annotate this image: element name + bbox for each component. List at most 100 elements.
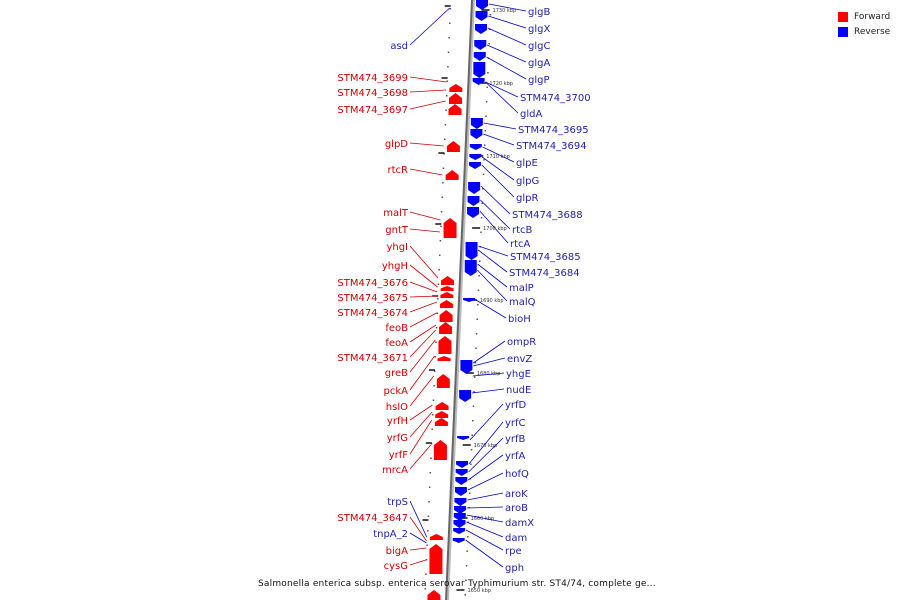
minor-tick — [478, 260, 481, 262]
forward-gene-feature — [437, 356, 451, 361]
tick-label: 1700 kbp — [483, 226, 507, 232]
minor-tick — [487, 72, 489, 74]
minor-tick — [480, 217, 483, 219]
forward-gene-feature — [427, 590, 441, 600]
reverse-gene-feature — [469, 154, 482, 160]
forward-gene-feature — [429, 544, 443, 574]
minor-tick — [465, 579, 467, 581]
leader-line — [486, 56, 527, 80]
minor-tick — [488, 43, 490, 45]
leader-line — [466, 521, 504, 538]
forward-gene-label: yrfH — [387, 416, 408, 427]
leader-line — [477, 249, 508, 273]
reverse-gene-label: yrfB — [505, 434, 526, 445]
leader-line — [409, 339, 436, 373]
leader-line — [468, 437, 504, 473]
minor-tick — [445, 95, 448, 97]
reverse-gene-feature — [452, 538, 465, 543]
leader-line — [409, 168, 443, 176]
forward-gene-label: mrcA — [382, 465, 408, 476]
reverse-gene-label: gldA — [520, 109, 542, 120]
reverse-gene-feature — [474, 40, 487, 50]
minor-tick — [427, 515, 430, 517]
leader-line — [409, 547, 427, 551]
legend-item-forward: Forward — [838, 9, 890, 24]
leader-line — [467, 492, 504, 501]
minor-tick — [446, 80, 449, 82]
reverse-gene-feature — [463, 298, 476, 302]
reverse-gene-label: yrfA — [505, 451, 526, 462]
minor-tick — [437, 283, 440, 285]
minor-tick — [475, 333, 478, 335]
reverse-gene-feature — [453, 528, 466, 534]
forward-gene-label: STM474_3671 — [337, 353, 408, 364]
reverse-gene-label: damX — [505, 518, 534, 529]
reverse-gene-label: malQ — [509, 297, 536, 308]
minor-tick — [437, 298, 439, 300]
forward-gene-feature — [440, 292, 454, 298]
leader-line — [475, 299, 507, 319]
reverse-gene-label: STM474_3685 — [510, 252, 581, 263]
forward-gene-label: STM474_3674 — [337, 308, 408, 319]
minor-tick — [425, 559, 428, 561]
minor-tick — [438, 254, 441, 256]
leader-line — [480, 199, 511, 230]
forward-gene-label: feoA — [385, 338, 408, 349]
leader-line — [409, 324, 437, 343]
minor-tick — [466, 550, 468, 552]
forward-gene-feature — [445, 170, 459, 180]
minor-tick — [489, 14, 492, 16]
minor-tick — [449, 8, 452, 10]
reverse-gene-label: STM474_3700 — [520, 93, 591, 104]
minor-tick — [464, 594, 467, 596]
legend-reverse-label: Reverse — [854, 26, 891, 37]
reverse-gene-feature — [467, 196, 480, 206]
minor-tick — [483, 159, 485, 161]
tick-label: 1670 kbp — [474, 443, 498, 449]
minor-tick — [442, 182, 444, 184]
forward-gene-label: pckA — [384, 386, 409, 397]
forward-gene-feature — [446, 141, 460, 152]
reverse-gene-label: aroB — [505, 503, 528, 514]
reverse-gene-feature — [453, 513, 466, 521]
leader-line — [465, 529, 504, 551]
tick-label: 1650 kbp — [467, 588, 491, 594]
minor-tick — [449, 22, 451, 24]
forward-gene-label: yrfF — [389, 450, 409, 461]
leader-line — [409, 301, 438, 313]
forward-gene-feature — [438, 336, 452, 354]
forward-gene-feature — [448, 93, 462, 104]
minor-tick — [472, 420, 474, 422]
leader-line — [409, 411, 433, 438]
leader-line — [465, 539, 504, 568]
map-caption: Salmonella enterica subsp. enterica sero… — [258, 579, 656, 589]
reverse-gene-feature — [473, 62, 486, 78]
minor-tick — [428, 486, 431, 488]
forward-gene-label: greB — [385, 368, 408, 379]
minor-tick — [484, 130, 487, 132]
minor-tick — [447, 66, 449, 68]
reverse-gene-label: glgA — [528, 58, 550, 69]
leader-line — [488, 3, 527, 12]
minor-tick — [441, 196, 443, 198]
reverse-gene-label: glpR — [516, 193, 538, 204]
reverse-swatch — [838, 26, 848, 37]
minor-tick — [467, 521, 470, 523]
reverse-gene-feature — [472, 78, 485, 85]
reverse-gene-feature — [474, 24, 487, 34]
reverse-gene-label: STM474_3688 — [512, 210, 583, 221]
forward-gene-feature — [449, 84, 463, 92]
forward-gene-label: asd — [390, 41, 408, 52]
leader-line — [409, 404, 433, 421]
forward-gene-label: bigA — [386, 546, 408, 557]
reverse-gene-feature — [454, 506, 467, 514]
minor-tick — [485, 101, 488, 103]
leader-line — [409, 375, 435, 407]
reverse-gene-label: ompR — [507, 337, 536, 348]
minor-tick — [430, 457, 432, 459]
reverse-gene-feature — [475, 11, 488, 21]
forward-gene-label: feoB — [385, 323, 408, 334]
leader-line — [467, 454, 504, 481]
forward-gene-label: cysG — [384, 561, 408, 572]
leader-line — [409, 7, 450, 46]
